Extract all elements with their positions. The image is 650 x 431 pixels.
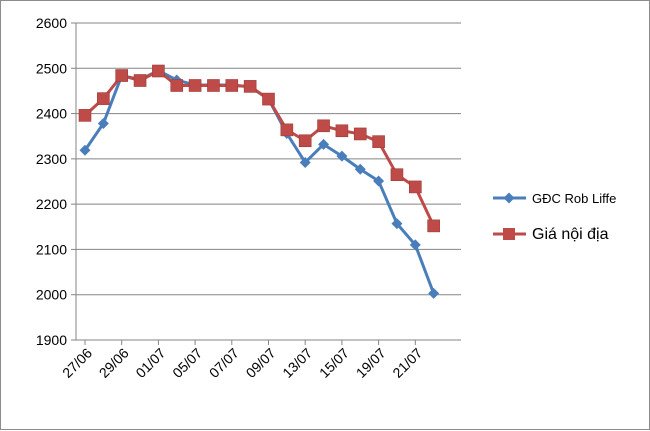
- data-point: [262, 92, 275, 106]
- data-point: [78, 109, 92, 122]
- data-point: [409, 239, 421, 251]
- x-tick-label: 07/07: [206, 345, 242, 381]
- data-point: [298, 134, 312, 148]
- y-tick-label: 2400: [36, 106, 67, 122]
- x-tick-labels: 27/06 29/06 01/07 05/07 07/07 09/07 13/07 15/07…: [59, 340, 426, 381]
- data-point: [318, 138, 330, 150]
- y-tick-label: 2100: [36, 241, 67, 257]
- legend-item-1: GĐC Rob Liffe: [493, 191, 616, 206]
- series-1: [79, 65, 440, 299]
- data-point: [427, 219, 440, 233]
- legend-marker: [503, 192, 515, 204]
- x-tick-label: 09/07: [243, 345, 279, 381]
- data-point: [336, 150, 348, 162]
- x-tick-label: 05/07: [169, 345, 205, 381]
- data-point: [225, 79, 239, 92]
- data-point: [170, 79, 184, 92]
- data-point: [243, 80, 257, 93]
- axes: [75, 23, 461, 341]
- x-tick-label: 29/06: [96, 345, 132, 381]
- series-2: [78, 64, 440, 233]
- data-point: [207, 79, 220, 92]
- y-tick-label: 1900: [36, 332, 67, 348]
- data-point: [428, 287, 440, 299]
- y-tick-label: 2000: [36, 287, 67, 303]
- data-point: [354, 163, 366, 175]
- data-point: [353, 127, 367, 141]
- data-point: [335, 124, 349, 138]
- x-tick-label: 19/07: [353, 345, 389, 381]
- data-point: [97, 118, 109, 130]
- x-tick-label: 13/07: [279, 345, 315, 381]
- data-point: [317, 119, 330, 133]
- gridlines: [71, 22, 461, 341]
- data-point: [390, 168, 404, 182]
- y-tick-label: 2200: [36, 196, 67, 212]
- legend: GĐC Rob Liffe Giá nội địa: [493, 191, 616, 243]
- series-line: [83, 69, 436, 227]
- y-tick-label: 2300: [36, 151, 67, 167]
- data-point: [408, 180, 422, 194]
- data-point: [391, 218, 403, 230]
- x-tick-label: 15/07: [316, 345, 352, 381]
- data-point: [372, 135, 385, 148]
- x-tick-label: 21/07: [389, 345, 425, 381]
- data-point: [280, 123, 294, 137]
- data-point: [79, 144, 91, 156]
- data-point: [188, 79, 202, 92]
- y-tick-label: 2600: [36, 15, 67, 31]
- legend-label: Giá nội địa: [532, 226, 609, 243]
- data-point: [299, 156, 311, 168]
- x-tick-label: 27/06: [59, 345, 95, 381]
- data-point: [373, 175, 385, 187]
- series-lines: [78, 64, 440, 299]
- y-tick-label: 2500: [36, 60, 67, 76]
- legend-marker: [503, 228, 515, 240]
- data-point: [133, 74, 147, 87]
- y-tick-labels: 1900 2000 2100 2200 2300 2400 2500 2600: [36, 15, 67, 348]
- data-point: [97, 92, 110, 105]
- x-tick-label: 01/07: [132, 345, 168, 381]
- legend-item-2: Giá nội địa: [493, 226, 609, 243]
- legend-label: GĐC Rob Liffe: [532, 191, 616, 206]
- data-point: [152, 64, 165, 78]
- data-point: [115, 69, 128, 82]
